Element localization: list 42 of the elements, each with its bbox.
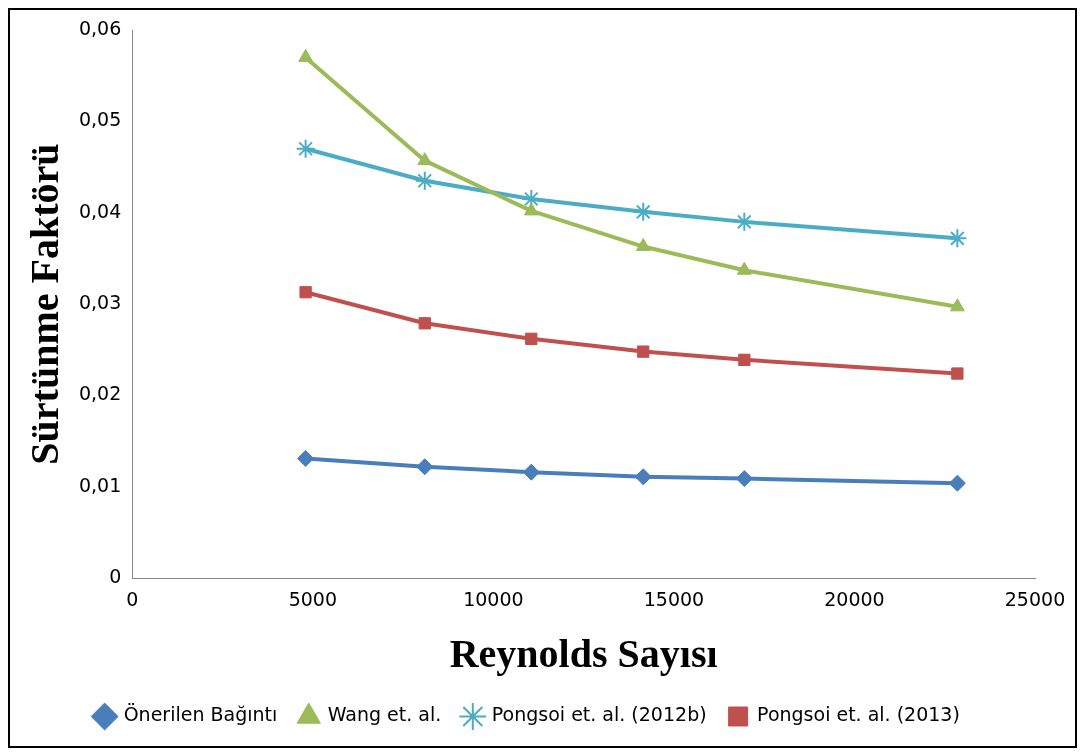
- legend-label: Önerilen Bağıntı: [123, 703, 278, 726]
- point: [523, 202, 539, 216]
- y-tick-label: 0,06: [78, 16, 122, 39]
- point: [299, 286, 312, 299]
- point: [633, 201, 654, 222]
- point: [948, 474, 966, 492]
- point: [735, 470, 753, 488]
- point: [947, 228, 968, 249]
- point: [416, 458, 434, 476]
- y-axis-title: Sürtünme Faktörü: [22, 143, 68, 465]
- y-tick-label: 0: [109, 565, 122, 588]
- legend-label: Pongsoi et. al. (2013): [757, 703, 960, 726]
- point: [525, 332, 538, 345]
- x-tick-label: 5000: [288, 587, 338, 610]
- point: [414, 170, 435, 191]
- x-tick-label: 10000: [463, 587, 524, 610]
- x-tick-label: 15000: [643, 587, 705, 610]
- point: [949, 298, 965, 312]
- legend-label: Wang et. al.: [327, 703, 442, 726]
- point: [736, 261, 752, 275]
- point: [634, 468, 652, 486]
- point: [522, 463, 540, 481]
- y-tick-label: 0,03: [78, 291, 122, 314]
- legend-label: Pongsoi et. al. (2012b): [491, 703, 707, 726]
- point: [295, 138, 316, 159]
- y-tick-label: 0,04: [78, 199, 122, 222]
- point: [951, 367, 964, 380]
- point: [298, 48, 314, 62]
- point: [635, 238, 651, 252]
- y-tick-label: 0,02: [78, 382, 122, 405]
- x-tick-label: 25000: [1004, 587, 1066, 610]
- y-tick-label: 0,05: [78, 108, 122, 131]
- point: [417, 152, 433, 166]
- point: [734, 211, 755, 232]
- point: [418, 317, 431, 330]
- point: [637, 345, 650, 358]
- point: [297, 450, 315, 468]
- x-tick-label: 0: [126, 587, 139, 610]
- y-tick-label: 0,01: [78, 473, 122, 496]
- x-tick-label: 20000: [824, 587, 885, 610]
- x-axis-title: Reynolds Sayısı: [449, 631, 718, 677]
- point: [738, 353, 751, 366]
